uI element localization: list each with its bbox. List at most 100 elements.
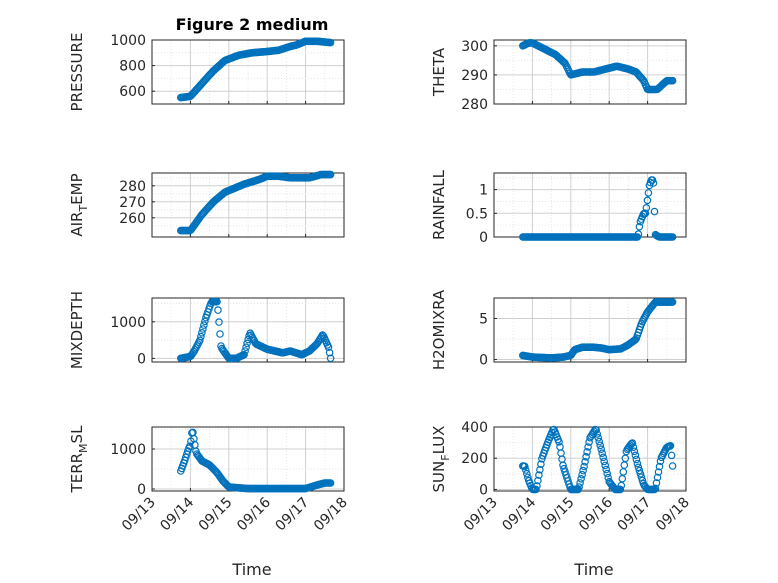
x-tick-label: 09/13: [119, 495, 159, 535]
y-axis-label: AIRTEMP: [68, 173, 90, 236]
data-point: [575, 483, 583, 491]
data-point: [599, 453, 608, 462]
y-tick-label: 400: [461, 420, 488, 436]
data-point: [537, 460, 545, 469]
y-tick-label: 1000: [110, 315, 146, 331]
x-tick-label: 09/17: [615, 495, 655, 535]
data-point: [630, 447, 639, 456]
data-point: [214, 306, 222, 314]
axes-frame: [493, 426, 687, 492]
y-tick-label: 0: [479, 230, 488, 246]
data-point: [600, 457, 609, 466]
data-point: [637, 473, 646, 481]
data-point: [649, 179, 658, 187]
y-tick-label: 5: [479, 312, 488, 328]
data-point: [636, 469, 645, 478]
data-point: [632, 455, 641, 464]
data-point: [628, 439, 637, 447]
data-point: [577, 474, 585, 483]
y-tick-label: 300: [461, 39, 488, 55]
data-point: [635, 222, 644, 231]
data-point: [643, 196, 652, 205]
data-point: [583, 448, 591, 456]
data-point: [631, 335, 640, 344]
y-tick-label: 1000: [110, 33, 146, 49]
y-tick-label: 1: [479, 183, 488, 199]
data-point: [668, 76, 677, 85]
data-point: [651, 484, 660, 493]
data-point: [532, 485, 540, 494]
y-tick-label: 0.5: [466, 206, 488, 222]
data-point: [522, 469, 531, 478]
data-point: [598, 449, 607, 458]
data-point: [215, 318, 223, 326]
data-point: [198, 328, 206, 337]
y-tick-label: 600: [119, 84, 146, 100]
data-point: [581, 457, 589, 466]
data-point: [533, 482, 541, 490]
data-point: [633, 459, 642, 468]
subplot-h2omixra: 0 5 H2OMIXRA: [430, 289, 687, 370]
x-axis-label-right: Time: [573, 560, 613, 579]
data-point: [654, 468, 663, 476]
x-tick-label: 09/18: [311, 495, 351, 535]
data-point: [602, 465, 611, 474]
data-point: [580, 462, 588, 471]
figure-title: Figure 2 medium: [176, 15, 329, 34]
data-point: [594, 433, 603, 442]
data-point: [535, 471, 543, 479]
data-point: [579, 466, 587, 475]
data-point: [199, 325, 207, 333]
y-tick-label: 260: [119, 211, 146, 227]
data-point: [576, 479, 584, 487]
axes-frame: [151, 39, 345, 105]
y-axis-label: H2OMIXRA: [430, 289, 448, 370]
data-point: [197, 332, 205, 341]
data-point: [521, 466, 530, 474]
data-point: [200, 321, 208, 329]
data-point: [635, 466, 644, 475]
data-point: [593, 430, 602, 438]
y-tick-label: 200: [461, 451, 488, 467]
data-point: [584, 443, 592, 451]
data-point: [326, 38, 335, 47]
data-point: [653, 473, 662, 482]
x-tick-label: 09/16: [234, 494, 274, 534]
data-point: [642, 204, 651, 212]
data-point: [634, 463, 643, 472]
data-point: [186, 442, 194, 451]
data-point: [655, 462, 664, 471]
x-tick-label: 09/15: [538, 495, 578, 535]
y-tick-label: 800: [119, 59, 146, 75]
subplot-mixdepth: 0 1000 MIXDEPTH: [68, 291, 345, 369]
data-point: [559, 461, 567, 470]
subplot-theta: 280 290 300 THETA: [430, 39, 687, 113]
data-point: [216, 330, 224, 338]
data-point: [650, 485, 659, 494]
axes-frame: [151, 297, 345, 363]
data-point: [641, 209, 650, 218]
data-point: [631, 451, 640, 460]
data-point: [578, 470, 586, 479]
y-tick-label: 280: [119, 179, 146, 195]
y-axis-label: MIXDEPTH: [68, 291, 86, 369]
x-tick-label: 09/18: [653, 495, 693, 535]
data-point: [629, 443, 638, 452]
y-axis-label: TERRMSL: [68, 425, 90, 494]
data-point: [240, 350, 248, 359]
data-point: [201, 317, 209, 326]
data-point: [326, 354, 335, 363]
y-tick-label: 290: [461, 68, 488, 84]
subplot-terr_msl: 0 1000 TERRMSL 09/1309/1409/1509/1609/1709/…: [68, 425, 351, 534]
data-point: [243, 339, 251, 348]
subplot-rainfall: 0 0.5 1 RAINFALL: [430, 169, 687, 246]
data-point: [241, 347, 249, 355]
data-point: [595, 437, 604, 446]
data-point: [555, 438, 563, 446]
y-axis-label: SUNFLUX: [430, 426, 452, 493]
y-axis-label: THETA: [430, 47, 448, 97]
data-point: [213, 297, 221, 306]
